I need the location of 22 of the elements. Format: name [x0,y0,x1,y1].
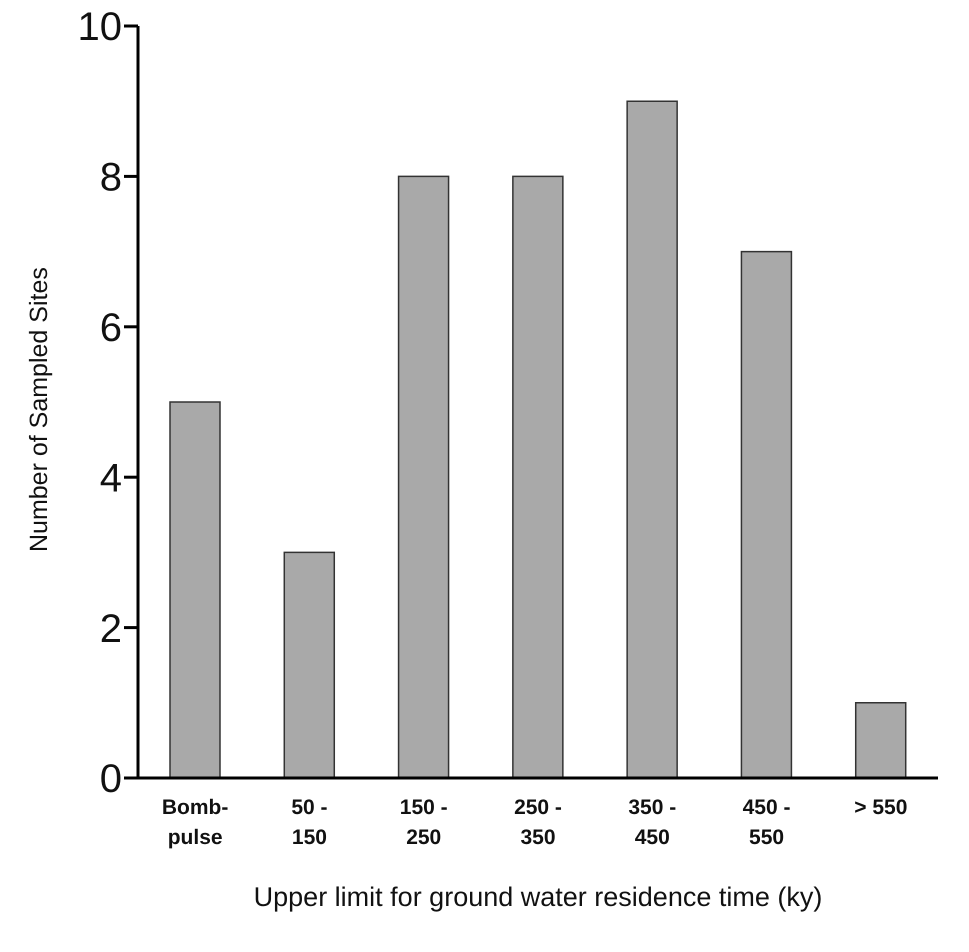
y-tick-label: 6 [100,306,122,350]
x-tick-label: Bomb- pulse [162,796,228,849]
bar [740,250,792,778]
x-tick-label: 250 - 350 [514,796,562,849]
y-tick-label: 2 [100,606,122,651]
x-tick-label: 350 - 450 [628,796,676,849]
bar [626,100,678,778]
y-tick-label: 10 [78,5,122,50]
bar [169,401,221,778]
bar [284,552,336,778]
x-tick-label: > 550 [854,796,908,819]
y-tick-label: 0 [100,757,122,802]
bar [854,702,906,778]
bar [512,176,564,778]
y-axis-title: Number of Sampled Sites [24,267,53,552]
x-tick-label: 450 - 550 [742,796,791,849]
bar [398,176,450,778]
y-tick-label: 8 [100,156,122,200]
y-tick-label: 4 [100,456,122,500]
x-tick-label: 150 - 250 [400,796,448,849]
x-axis-title: Upper limit for ground water residence time (ky) [254,882,822,912]
x-tick-label: 50 - 150 [291,796,328,849]
